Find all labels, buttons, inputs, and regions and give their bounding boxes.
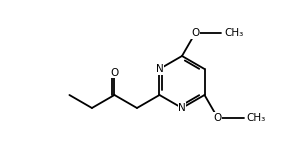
Text: O: O [110, 68, 119, 78]
Text: O: O [213, 112, 222, 123]
Text: CH₃: CH₃ [224, 28, 243, 38]
Text: O: O [191, 28, 199, 38]
Text: CH₃: CH₃ [247, 112, 266, 123]
Text: N: N [156, 64, 163, 74]
Text: N: N [178, 103, 186, 113]
